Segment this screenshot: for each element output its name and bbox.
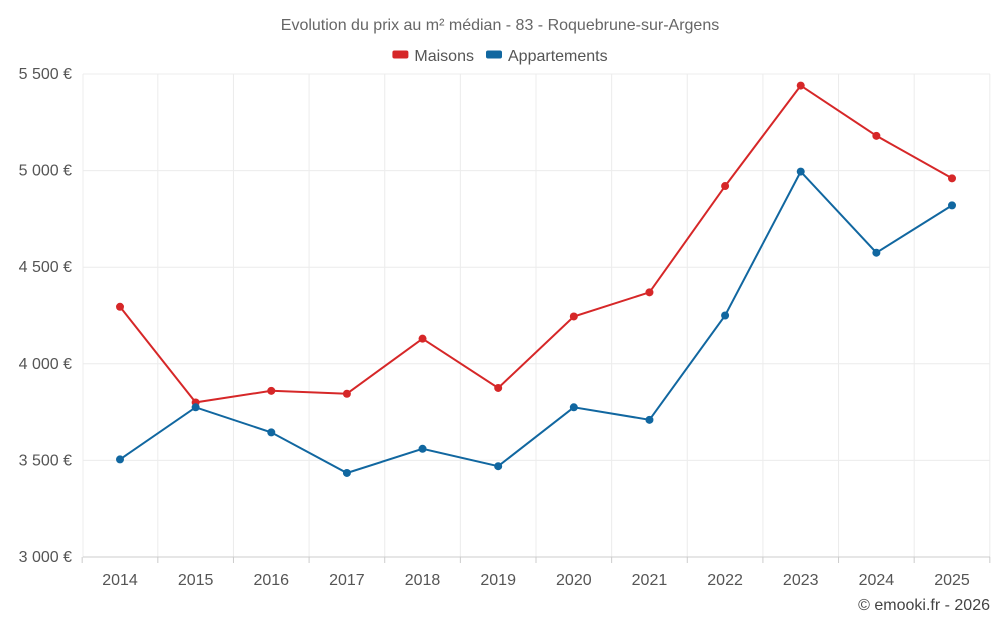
legend[interactable]: Maisons Appartements bbox=[392, 48, 608, 65]
grid bbox=[82, 73, 991, 557]
data-point-appartements[interactable] bbox=[116, 455, 124, 464]
y-axis: 3 000 € 3 500 € 4 000 € 4 500 € 5 000 € 5 500… bbox=[19, 66, 72, 566]
x-tick-label: 2017 bbox=[329, 572, 365, 589]
x-tick-label: 2023 bbox=[783, 572, 819, 589]
data-point-maisons[interactable] bbox=[948, 174, 956, 183]
x-tick-label: 2019 bbox=[480, 572, 516, 589]
legend-label: Appartements bbox=[508, 48, 608, 65]
data-point-appartements[interactable] bbox=[872, 248, 881, 257]
x-tick-label: 2024 bbox=[859, 572, 895, 589]
data-point-maisons[interactable] bbox=[494, 383, 503, 392]
data-point-appartements[interactable] bbox=[721, 311, 730, 320]
data-point-maisons[interactable] bbox=[721, 182, 730, 191]
x-tick-label: 2021 bbox=[632, 572, 668, 589]
data-point-appartements[interactable] bbox=[569, 403, 578, 412]
data-point-maisons[interactable] bbox=[342, 389, 351, 398]
data-point-maisons[interactable] bbox=[796, 81, 805, 90]
x-tick-label: 2025 bbox=[934, 572, 970, 589]
y-tick-label: 3 500 € bbox=[19, 452, 72, 469]
data-point-appartements[interactable] bbox=[342, 468, 351, 477]
x-tick-label: 2020 bbox=[556, 572, 592, 589]
x-tick-label: 2015 bbox=[178, 572, 214, 589]
series-appartements bbox=[116, 167, 956, 477]
legend-swatch bbox=[392, 50, 409, 59]
data-point-appartements[interactable] bbox=[494, 462, 503, 471]
chart-title: Evolution du prix au m² médian - 83 - Ro… bbox=[281, 17, 719, 34]
series-maisons bbox=[116, 81, 956, 407]
x-axis: 2014 2015 2016 2017 2018 2019 2020 2021 2022 2023… bbox=[81, 556, 991, 589]
data-point-appartements[interactable] bbox=[418, 444, 427, 453]
data-point-appartements[interactable] bbox=[191, 403, 200, 412]
data-point-appartements[interactable] bbox=[267, 428, 276, 437]
data-point-maisons[interactable] bbox=[267, 386, 276, 395]
data-point-maisons[interactable] bbox=[872, 131, 881, 140]
y-tick-label: 5 500 € bbox=[19, 66, 72, 83]
data-point-appartements[interactable] bbox=[796, 167, 805, 176]
x-tick-label: 2014 bbox=[102, 572, 138, 589]
data-point-maisons[interactable] bbox=[418, 334, 427, 343]
series-line-maisons bbox=[119, 84, 953, 404]
y-tick-label: 3 000 € bbox=[19, 549, 72, 566]
x-tick-label: 2022 bbox=[707, 572, 743, 589]
y-tick-label: 4 000 € bbox=[19, 356, 72, 373]
y-tick-label: 5 000 € bbox=[19, 163, 72, 180]
credit-text: © emooki.fr - 2026 bbox=[858, 597, 990, 614]
legend-label: Maisons bbox=[414, 48, 474, 65]
data-point-appartements[interactable] bbox=[645, 415, 654, 424]
data-point-maisons[interactable] bbox=[645, 288, 654, 297]
legend-swatch bbox=[486, 50, 502, 59]
y-tick-label: 4 500 € bbox=[19, 259, 72, 276]
series-line-appartements bbox=[119, 169, 953, 475]
series-group bbox=[116, 81, 956, 477]
x-tick-label: 2018 bbox=[405, 572, 441, 589]
data-point-maisons[interactable] bbox=[569, 312, 578, 321]
legend-item-maisons[interactable]: Maisons bbox=[392, 48, 474, 65]
data-point-appartements[interactable] bbox=[948, 201, 956, 210]
x-tick-label: 2016 bbox=[253, 572, 289, 589]
legend-item-appartements[interactable]: Appartements bbox=[486, 48, 608, 65]
data-point-maisons[interactable] bbox=[116, 302, 124, 311]
